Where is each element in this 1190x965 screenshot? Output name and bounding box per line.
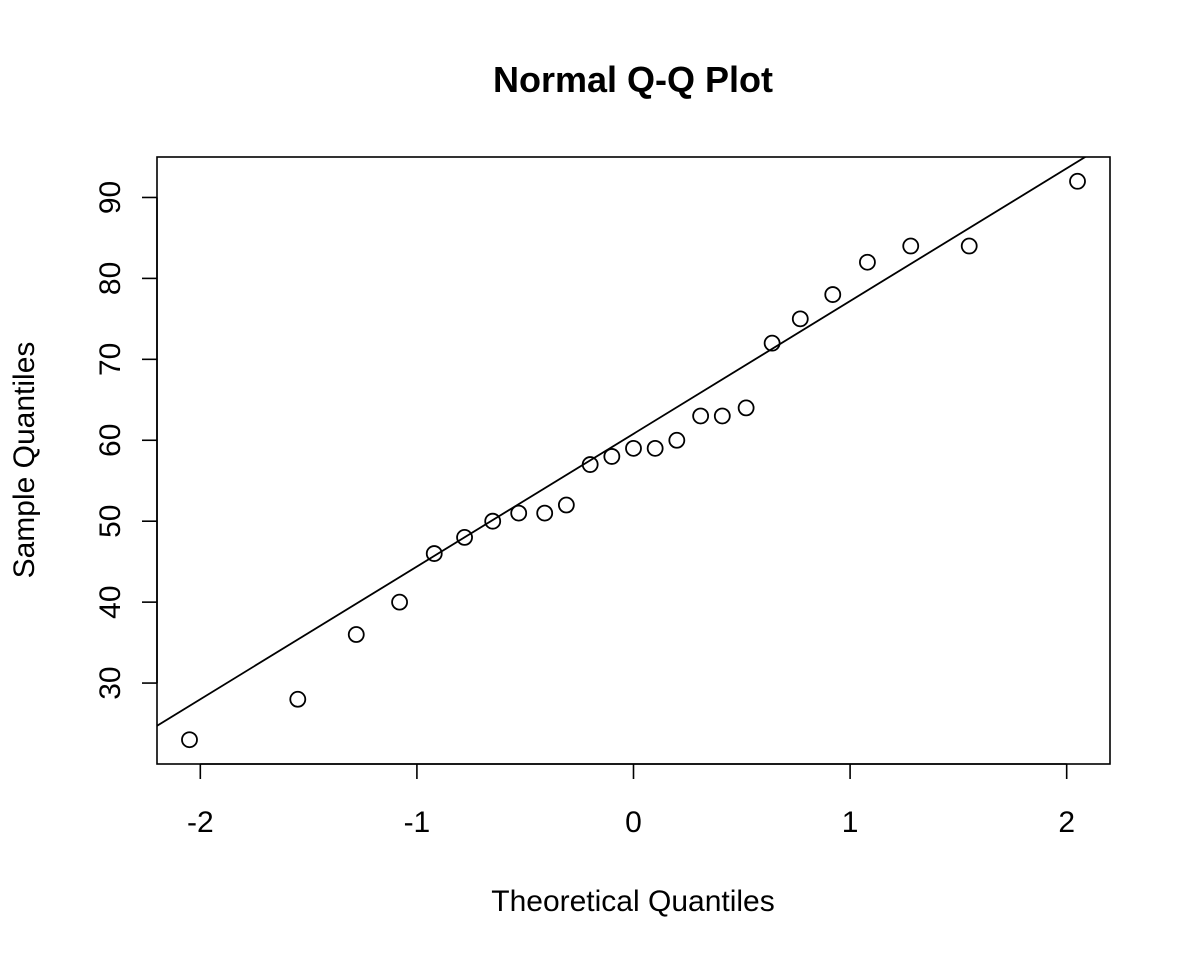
- data-point: [668, 431, 686, 449]
- y-tick-label: 40: [94, 585, 127, 618]
- data-point: [960, 237, 978, 255]
- data-point: [1069, 172, 1086, 190]
- data-point: [536, 504, 554, 522]
- data-point: [763, 334, 781, 352]
- plot-frame: [156, 156, 1111, 765]
- chart-title: Normal Q-Q Plot: [493, 59, 773, 100]
- data-point: [692, 407, 710, 425]
- x-tick-label: 1: [842, 806, 859, 839]
- data-point: [510, 504, 528, 522]
- y-tick-label: 50: [94, 505, 127, 538]
- y-tick-label: 80: [94, 262, 127, 295]
- reference-line: [157, 157, 1087, 727]
- data-point: [289, 690, 307, 708]
- y-tick-label: 90: [94, 181, 127, 214]
- data-point: [713, 407, 731, 425]
- data-point: [581, 456, 599, 473]
- x-axis-label: Theoretical Quantiles: [491, 885, 774, 918]
- data-point: [181, 731, 198, 749]
- y-tick-label: 60: [94, 424, 127, 457]
- y-tick-label: 30: [94, 666, 127, 699]
- data-point: [824, 286, 842, 303]
- data-point: [391, 593, 408, 611]
- data-point: [456, 528, 473, 546]
- data-point: [484, 512, 502, 530]
- data-point: [425, 545, 443, 562]
- x-tick-label: -2: [187, 806, 214, 839]
- data-point: [625, 439, 642, 457]
- y-tick-label: 70: [94, 343, 127, 376]
- data-point: [347, 626, 365, 643]
- plot-area: -2 -1 0 1 2 30 40 50 60 70 80 90: [94, 156, 1111, 839]
- data-point: [791, 310, 809, 328]
- data-point: [603, 448, 621, 465]
- data-point: [646, 439, 664, 457]
- data-point: [737, 399, 755, 417]
- x-tick-label: 0: [625, 806, 642, 839]
- data-point: [557, 496, 575, 514]
- y-axis-label: Sample Quantiles: [8, 342, 41, 579]
- data-point: [859, 253, 876, 271]
- data-point: [902, 237, 920, 255]
- x-tick-label: 2: [1058, 806, 1075, 839]
- x-tick-label: -1: [404, 806, 431, 839]
